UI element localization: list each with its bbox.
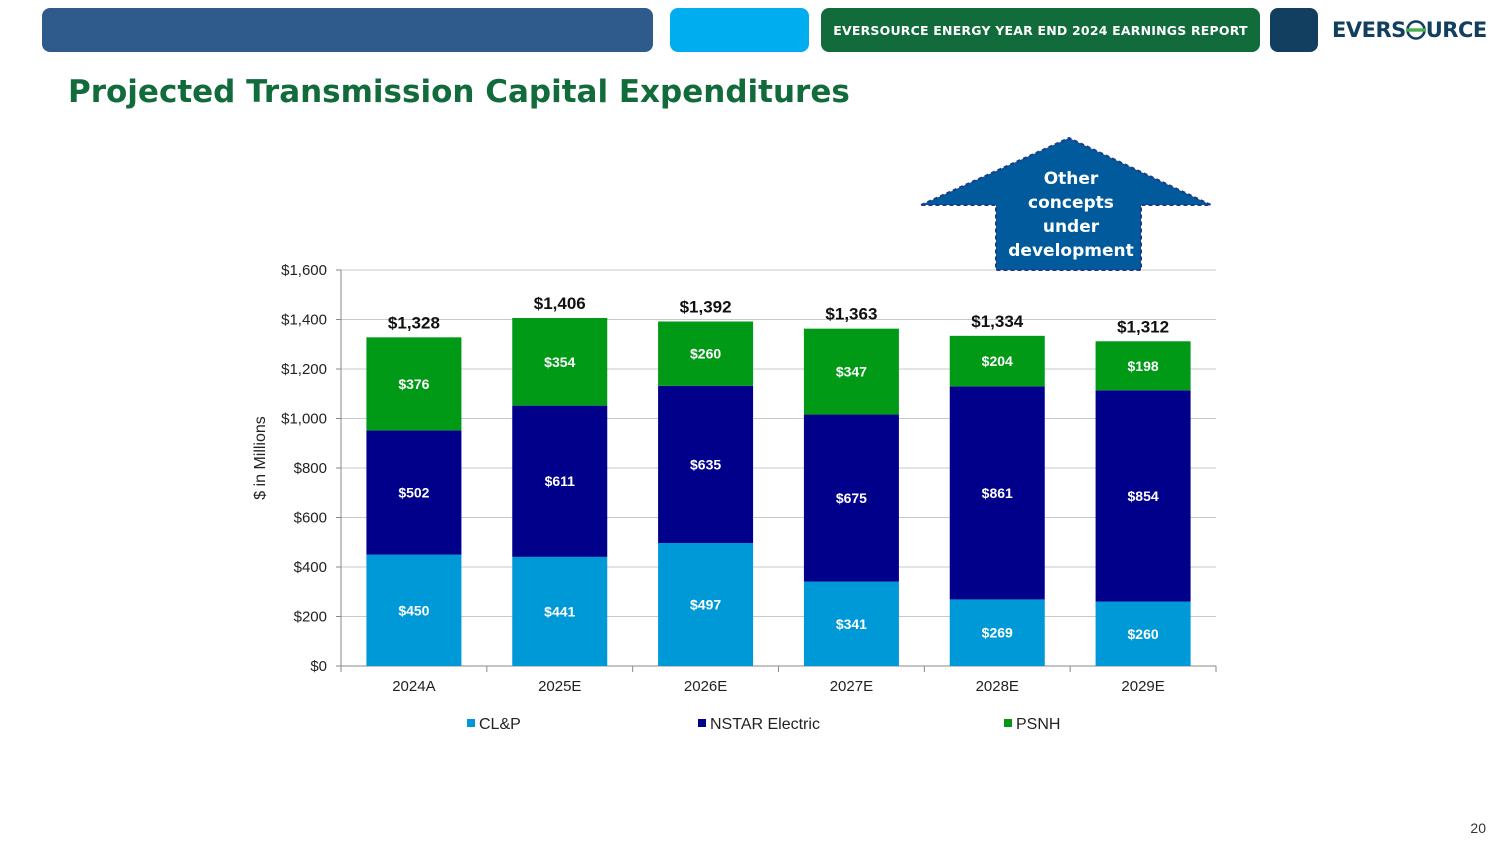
bar-value-label: $354 xyxy=(544,354,575,370)
bar-segment xyxy=(803,414,899,582)
legend-label: PSNH xyxy=(1016,716,1060,733)
bar-total-label: $1,312 xyxy=(1117,317,1169,336)
header-bar-accent xyxy=(670,8,809,52)
callout-arrow-shape xyxy=(920,136,1212,271)
bar-value-label: $376 xyxy=(398,376,429,392)
bar-value-label: $260 xyxy=(690,346,721,362)
y-tick-label: $0 xyxy=(310,658,327,675)
x-tick-label: 2024A xyxy=(392,678,435,695)
bar-value-label: $450 xyxy=(398,602,429,618)
bar-segment xyxy=(366,337,462,431)
y-tick-label: $800 xyxy=(294,460,327,477)
bar-segment xyxy=(1095,390,1191,602)
bar-segment xyxy=(949,335,1045,387)
bar-total-label: $1,334 xyxy=(971,312,1024,331)
report-title-banner: EVERSOURCE ENERGY YEAR END 2024 EARNINGS… xyxy=(821,8,1260,52)
bar-segment xyxy=(658,542,754,666)
bar-segment xyxy=(512,556,608,666)
bar-segment xyxy=(1095,601,1191,666)
bar-value-label: $854 xyxy=(1128,488,1159,504)
bar-value-label: $675 xyxy=(836,490,867,506)
bar-value-label: $502 xyxy=(398,485,429,501)
bar-segment xyxy=(1095,341,1191,391)
bar-segment xyxy=(803,328,899,415)
y-tick-label: $1,600 xyxy=(281,262,327,279)
legend-swatch xyxy=(698,719,706,727)
legend-swatch xyxy=(467,719,475,727)
callout-text-line: concepts xyxy=(1028,193,1114,213)
bar-segment xyxy=(949,386,1045,600)
bar-total-label: $1,392 xyxy=(680,297,732,316)
y-tick-label: $200 xyxy=(294,609,327,626)
legend-swatch xyxy=(1004,719,1012,727)
bar-segment xyxy=(512,405,608,557)
bar-segment xyxy=(803,581,899,666)
logo-text-right: URCE xyxy=(1425,18,1487,42)
report-title: EVERSOURCE ENERGY YEAR END 2024 EARNINGS… xyxy=(833,22,1248,38)
x-tick-label: 2026E xyxy=(684,678,727,695)
bar-value-label: $441 xyxy=(544,603,575,619)
legend-label: CL&P xyxy=(479,716,521,733)
x-tick-label: 2025E xyxy=(538,678,581,695)
bar-value-label: $260 xyxy=(1128,626,1159,642)
header-bar-primary xyxy=(42,8,653,52)
callout-arrow: Other concepts under development xyxy=(920,136,1212,271)
bar-total-label: $1,406 xyxy=(534,294,586,313)
y-tick-label: $1,000 xyxy=(281,411,327,428)
bar-segment xyxy=(512,318,608,406)
bar-value-label: $269 xyxy=(982,625,1013,641)
page-number: 20 xyxy=(1470,820,1486,836)
bar-segment xyxy=(658,385,754,543)
x-tick-label: 2029E xyxy=(1121,678,1164,695)
eversource-logo: EVERS URCE xyxy=(1332,15,1487,45)
callout-text-line: under xyxy=(1043,217,1100,237)
bar-segment xyxy=(949,599,1045,666)
x-tick-label: 2028E xyxy=(976,678,1019,695)
bar-value-label: $204 xyxy=(982,353,1013,369)
callout-text-line: Other xyxy=(1044,169,1099,189)
bar-segment xyxy=(366,430,462,555)
callout-text-line: development xyxy=(1008,241,1133,261)
chart-bars xyxy=(366,318,1191,666)
bar-value-label: $347 xyxy=(836,364,867,380)
bar-total-label: $1,363 xyxy=(825,305,877,324)
y-tick-label: $600 xyxy=(294,510,327,527)
logo-text-left: EVERS xyxy=(1332,18,1406,42)
legend-label: NSTAR Electric xyxy=(710,716,820,733)
page-title: Projected Transmission Capital Expenditu… xyxy=(68,74,850,110)
y-tick-label: $400 xyxy=(294,559,327,576)
bar-value-label: $198 xyxy=(1128,358,1159,374)
bar-value-label: $611 xyxy=(545,473,576,489)
bar-total-label: $1,328 xyxy=(388,313,440,332)
y-tick-label: $1,200 xyxy=(281,361,327,378)
bar-segment xyxy=(658,321,754,386)
logo-o-icon xyxy=(1405,20,1426,40)
bar-segment xyxy=(366,554,462,666)
bar-value-label: $635 xyxy=(690,456,721,472)
x-tick-label: 2027E xyxy=(830,678,873,695)
chart-gridlines xyxy=(341,269,1216,617)
y-axis-label: $ in Millions xyxy=(252,416,269,500)
bar-value-label: $341 xyxy=(836,616,867,632)
chart-legend: CL&P NSTAR Electric PSNH xyxy=(467,716,1060,733)
bar-value-label: $861 xyxy=(982,485,1013,501)
chart-axes: $0 $200 $400 $600 $800 $1,000 $1,200 $1,400 $1,6… xyxy=(252,262,1217,695)
header-bar-dark xyxy=(1270,8,1318,52)
bar-value-label: $497 xyxy=(690,596,721,612)
chart-labels: $450 $502 $376 $1,328 $441 $611 $354 $1,406 $497… xyxy=(388,294,1169,642)
y-tick-label: $1,400 xyxy=(281,312,327,329)
